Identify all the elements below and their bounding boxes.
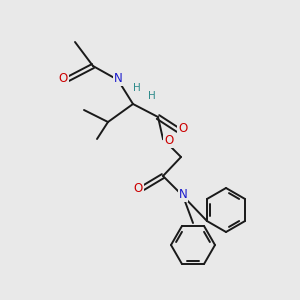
Text: O: O	[58, 73, 68, 85]
Text: O: O	[178, 122, 188, 136]
Text: H: H	[133, 83, 141, 93]
Text: N: N	[114, 73, 122, 85]
Text: N: N	[178, 188, 188, 202]
Text: O: O	[164, 134, 174, 148]
Text: O: O	[134, 182, 142, 194]
Text: H: H	[148, 91, 156, 101]
